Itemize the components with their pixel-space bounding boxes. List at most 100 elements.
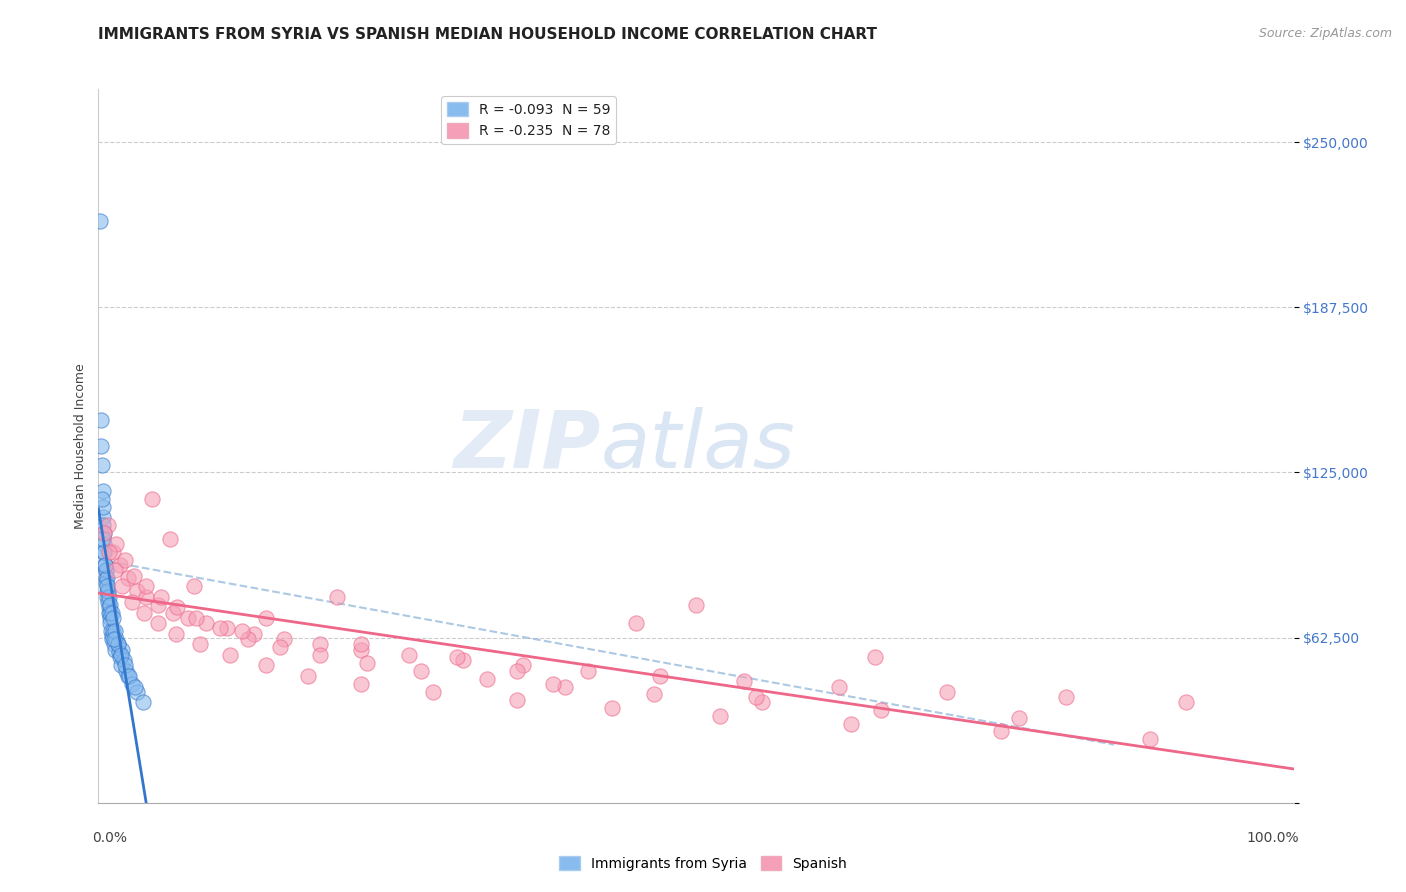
Point xyxy=(162,606,184,620)
Point xyxy=(97,595,120,609)
Point xyxy=(105,632,128,646)
Point xyxy=(1054,690,1078,704)
Point xyxy=(149,590,172,604)
Point xyxy=(93,537,115,551)
Point xyxy=(475,672,498,686)
Point xyxy=(183,579,205,593)
Point xyxy=(554,680,576,694)
Point xyxy=(104,642,127,657)
Point xyxy=(114,658,136,673)
Point xyxy=(91,483,114,498)
Point xyxy=(446,650,468,665)
Point xyxy=(107,645,129,659)
Point xyxy=(98,598,122,612)
Point xyxy=(990,724,1012,739)
Point xyxy=(141,491,163,506)
Point xyxy=(643,688,665,702)
Point xyxy=(745,690,768,704)
Point xyxy=(98,616,122,631)
Point xyxy=(242,626,264,640)
Point xyxy=(308,637,330,651)
Point xyxy=(297,669,319,683)
Point xyxy=(350,677,373,691)
Point xyxy=(96,584,118,599)
Point xyxy=(91,500,114,514)
Point xyxy=(135,590,157,604)
Point xyxy=(186,611,208,625)
Text: 0.0%: 0.0% xyxy=(93,831,128,846)
Point xyxy=(121,677,143,691)
Point xyxy=(110,648,132,662)
Point xyxy=(94,558,117,572)
Point xyxy=(512,658,534,673)
Point xyxy=(93,545,115,559)
Point xyxy=(91,491,114,506)
Point xyxy=(101,611,124,625)
Point xyxy=(1007,711,1029,725)
Point xyxy=(254,658,277,673)
Point xyxy=(94,563,117,577)
Legend: R = -0.093  N = 59, R = -0.235  N = 78: R = -0.093 N = 59, R = -0.235 N = 78 xyxy=(441,96,616,144)
Point xyxy=(117,571,139,585)
Legend: Immigrants from Syria, Spanish: Immigrants from Syria, Spanish xyxy=(553,850,853,876)
Point xyxy=(124,568,146,582)
Point xyxy=(117,669,139,683)
Point xyxy=(135,579,157,593)
Point xyxy=(166,600,188,615)
Y-axis label: Median Household Income: Median Household Income xyxy=(75,363,87,529)
Point xyxy=(91,532,114,546)
Point xyxy=(110,658,132,673)
Point xyxy=(97,584,120,599)
Point xyxy=(111,579,134,593)
Point xyxy=(148,598,170,612)
Point xyxy=(422,685,444,699)
Point xyxy=(219,648,242,662)
Point xyxy=(506,664,529,678)
Point xyxy=(96,579,118,593)
Point xyxy=(411,664,433,678)
Point xyxy=(97,600,120,615)
Point xyxy=(101,632,124,646)
Point xyxy=(165,626,187,640)
Point xyxy=(326,590,349,604)
Point xyxy=(685,598,707,612)
Point xyxy=(98,590,121,604)
Point xyxy=(93,545,115,559)
Point xyxy=(451,653,474,667)
Point xyxy=(107,637,129,651)
Point xyxy=(114,552,136,566)
Point xyxy=(100,624,122,638)
Point xyxy=(121,595,143,609)
Point xyxy=(104,624,127,638)
Point xyxy=(100,629,122,643)
Point xyxy=(217,621,239,635)
Point xyxy=(103,632,125,646)
Point xyxy=(254,611,277,625)
Point xyxy=(733,674,755,689)
Point xyxy=(89,214,111,228)
Point xyxy=(398,648,420,662)
Point xyxy=(870,703,893,717)
Point xyxy=(1175,695,1198,709)
Point xyxy=(231,624,253,638)
Text: 100.0%: 100.0% xyxy=(1247,831,1299,846)
Point xyxy=(148,616,170,631)
Point xyxy=(209,621,232,635)
Point xyxy=(90,412,112,426)
Point xyxy=(350,637,373,651)
Point xyxy=(93,526,115,541)
Point xyxy=(936,685,959,699)
Point xyxy=(96,571,118,585)
Point xyxy=(177,611,200,625)
Point xyxy=(194,616,217,631)
Point xyxy=(98,606,121,620)
Point xyxy=(105,537,128,551)
Point xyxy=(112,653,135,667)
Point xyxy=(98,611,121,625)
Point xyxy=(93,526,115,541)
Point xyxy=(576,664,599,678)
Point xyxy=(111,642,134,657)
Point xyxy=(600,700,623,714)
Point xyxy=(115,664,138,678)
Point xyxy=(506,692,529,706)
